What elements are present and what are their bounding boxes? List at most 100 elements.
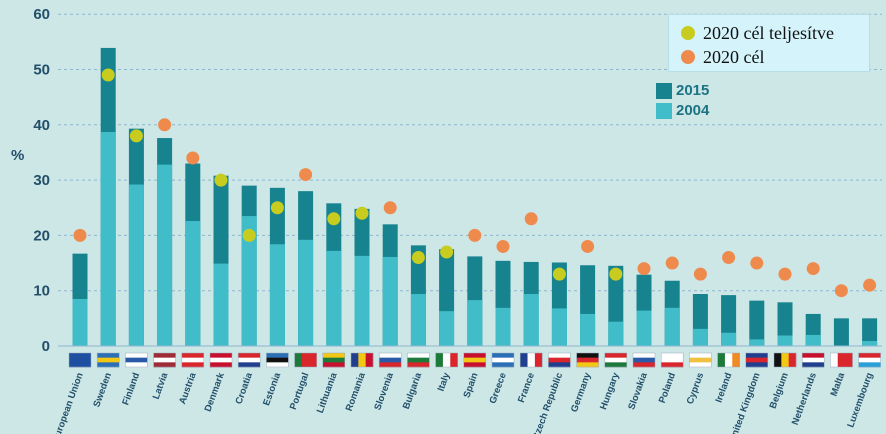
bar-2015 (749, 300, 765, 346)
flag-stripe (604, 353, 627, 358)
bar-2004 (777, 335, 793, 346)
target-marker (834, 284, 848, 298)
flag-stripe (125, 362, 148, 368)
flag-stripe (97, 357, 120, 363)
x-tick-label: Portugal (288, 371, 312, 411)
flag-stripe (802, 362, 825, 368)
legend-2004-swatch (656, 102, 672, 119)
y-tick-label: 10 (33, 283, 50, 300)
flag-stripe (181, 357, 204, 363)
target-marker (750, 256, 764, 270)
flag-stripe (604, 362, 627, 368)
target-marker (496, 239, 510, 253)
flag-stripe (724, 353, 733, 367)
flag-stripe (576, 353, 599, 358)
bar-2004 (269, 244, 285, 346)
target-marker (581, 239, 595, 253)
x-tick-label: France (516, 371, 537, 404)
legend-item-2004: 2004 (656, 102, 709, 119)
flag-stripe (633, 357, 655, 363)
target-marker (637, 262, 651, 276)
x-tick-label: Denmark (203, 371, 227, 414)
bar-2004 (467, 300, 483, 346)
flag-icon (294, 352, 317, 368)
flag-icon (689, 352, 712, 368)
bar-2004 (523, 294, 539, 346)
flag-stripe (365, 353, 374, 367)
flag-stripe (774, 353, 782, 367)
flag-stripe (858, 357, 881, 363)
x-tick-label: Greece (487, 371, 508, 405)
flag-stripe (845, 353, 853, 367)
target-marker (73, 228, 87, 242)
flag-icon (181, 352, 205, 368)
legend-targets: 2020 cél teljesítve 2020 cél (668, 14, 870, 72)
bar-2004 (241, 216, 257, 346)
bar-2004 (692, 328, 708, 346)
flag-stripe (745, 357, 768, 363)
flag-stripe (661, 357, 684, 363)
flag-stripe (492, 362, 514, 368)
flag-stripe (69, 357, 91, 363)
flag-stripe (125, 357, 148, 363)
flag-stripe (266, 357, 289, 363)
flag-stripe (689, 357, 712, 363)
flag-stripe (181, 353, 204, 358)
bar-2015 (777, 302, 793, 346)
flag-icon (237, 352, 261, 368)
x-tick-label: Austria (177, 371, 199, 406)
flag-icon (632, 352, 656, 368)
y-tick-label: 0 (42, 338, 50, 355)
x-tick-label: Belgium (768, 371, 791, 410)
x-tick-label: Finland (120, 371, 142, 407)
x-tick-label: Czech Republic (531, 371, 566, 434)
flag-stripe (492, 353, 514, 358)
x-tick-label: Latvia (151, 371, 171, 401)
bar-2004 (439, 311, 455, 346)
flag-stripe (633, 362, 655, 368)
target-achieved-marker (327, 212, 341, 226)
bar-2004 (608, 321, 624, 346)
target-marker (383, 201, 397, 215)
target-marker (665, 256, 679, 270)
flag-icon (717, 352, 740, 368)
bar-2004 (410, 294, 426, 346)
x-tick-label: Slovakia (626, 371, 650, 412)
x-tick-label: Luxembourg (845, 371, 875, 429)
bar-2004 (636, 310, 652, 346)
y-tick-label: 20 (33, 227, 50, 244)
flag-stripe (238, 353, 261, 358)
flag-stripe (210, 357, 232, 363)
flag-stripe (238, 357, 261, 363)
target-marker (778, 267, 792, 281)
flag-stripe (548, 362, 571, 368)
flag-stripe (661, 362, 684, 368)
flag-stripe (301, 353, 310, 367)
flag-stripe (309, 353, 317, 367)
flag-stripe (351, 353, 359, 367)
bar-2004 (862, 341, 878, 346)
flag-stripe (689, 362, 712, 368)
target-marker (693, 267, 707, 281)
x-tick-label: Netherlands (790, 371, 819, 426)
bar-2004 (213, 263, 229, 346)
flag-stripe (358, 353, 366, 367)
flag-icon (322, 352, 346, 368)
flag-icon (378, 352, 402, 368)
bar-2004 (495, 307, 511, 346)
flag-stripe (858, 353, 881, 358)
bar-2004 (749, 339, 765, 346)
y-axis-label: % (11, 147, 24, 164)
flag-stripe (379, 353, 402, 358)
legend-2004-label: 2004 (676, 102, 710, 119)
bar-2004 (354, 255, 370, 346)
target-achieved-marker (129, 129, 143, 143)
bar-2004 (382, 256, 398, 346)
flag-stripe (379, 362, 402, 368)
x-tick-label: Malta (829, 371, 848, 398)
flag-stripe (153, 357, 176, 363)
flag-stripe (450, 353, 458, 367)
flag-stripe (717, 353, 726, 367)
bar-2004 (128, 184, 144, 346)
flag-icon (435, 352, 458, 368)
